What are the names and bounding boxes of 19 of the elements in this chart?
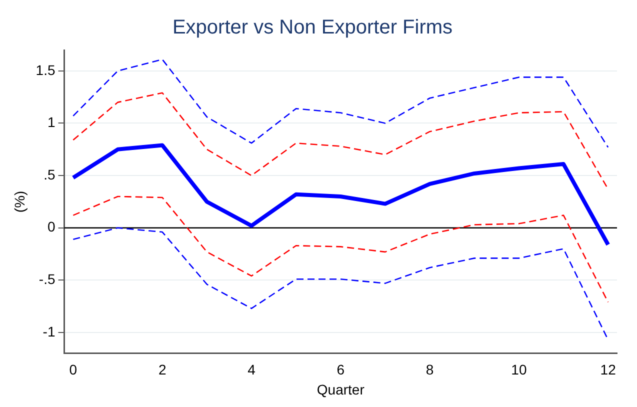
y-tick-label: 1.5 bbox=[36, 62, 56, 78]
x-tick-label: 8 bbox=[426, 362, 434, 378]
x-axis-title: Quarter bbox=[316, 381, 365, 398]
x-tick-label: 2 bbox=[158, 362, 166, 378]
x-tick-label: 12 bbox=[600, 362, 616, 378]
x-tick-label: 0 bbox=[69, 362, 78, 378]
y-tick-label: -.5 bbox=[38, 271, 56, 288]
y-axis-title: (%) bbox=[11, 190, 28, 213]
y-tick-label: 0 bbox=[47, 218, 56, 235]
x-tick-label: 10 bbox=[511, 362, 527, 378]
y-tick-label: -1 bbox=[42, 323, 56, 340]
x-tick-label: 6 bbox=[336, 362, 345, 378]
y-tick-label: 1 bbox=[47, 114, 56, 130]
line-series bbox=[72, 196, 609, 303]
y-tick-label: .5 bbox=[44, 166, 56, 182]
x-tick-label: 4 bbox=[248, 362, 256, 378]
chart-title: Exporter vs Non Exporter Firms bbox=[172, 16, 453, 39]
line-series bbox=[72, 58, 609, 148]
line-series bbox=[72, 92, 609, 190]
